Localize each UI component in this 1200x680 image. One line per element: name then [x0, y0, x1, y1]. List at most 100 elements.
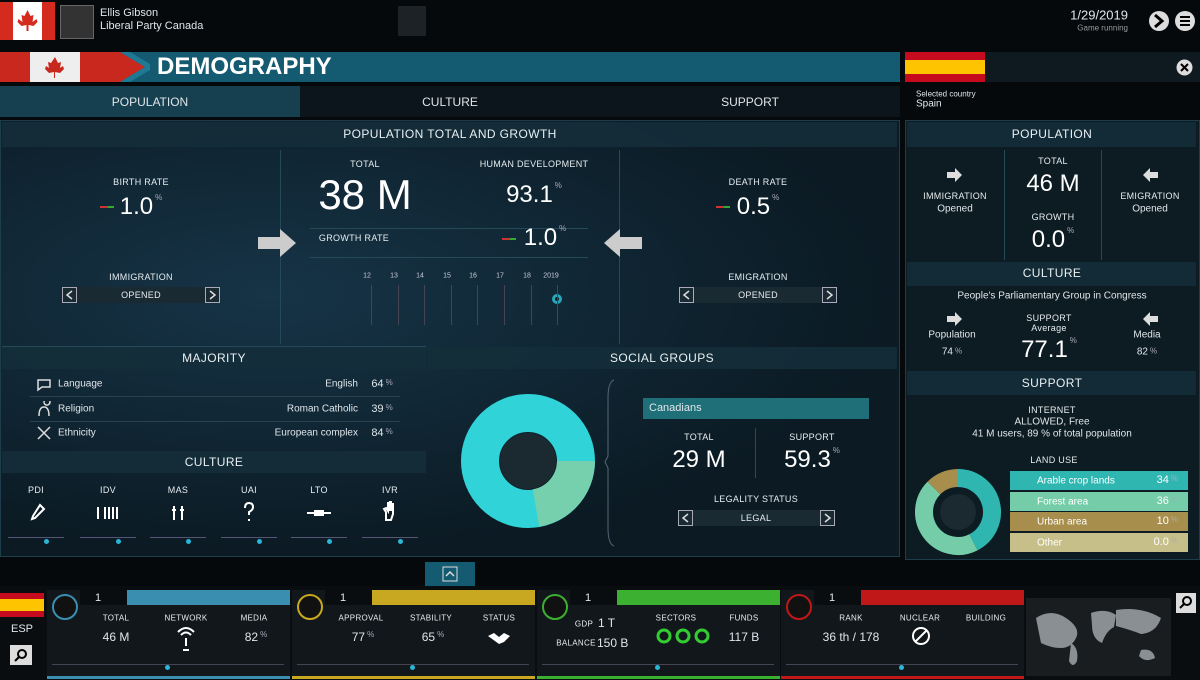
value: 0.5 — [736, 193, 771, 220]
value: 36 th / 178 — [822, 630, 880, 644]
flow-arrows — [258, 229, 642, 257]
value: 84% — [371, 427, 392, 439]
selector-arrow[interactable] — [205, 287, 220, 303]
tab[interactable]: SUPPORT — [721, 95, 779, 109]
section-title: MAJORITY — [182, 351, 246, 365]
growth-row — [310, 228, 588, 258]
arrow-box — [205, 287, 220, 303]
icon — [30, 503, 46, 521]
close-button[interactable] — [1176, 59, 1193, 76]
section-header — [2, 451, 426, 473]
trend-markers — [100, 206, 730, 240]
player-name: Ellis Gibson — [100, 7, 159, 19]
section-title: POPULATION — [1011, 127, 1093, 141]
selector-arrow[interactable] — [822, 287, 837, 303]
land-use-name: Forest area — [1037, 496, 1089, 507]
chat-button[interactable] — [398, 6, 426, 36]
value: 82% — [1137, 347, 1157, 358]
icon — [37, 426, 51, 440]
map-search[interactable] — [1176, 593, 1196, 613]
label: SUPPORT — [1026, 313, 1072, 323]
value: ALLOWED, Free — [1014, 416, 1090, 428]
panel-track — [297, 664, 529, 665]
status-icons — [177, 627, 930, 651]
icon — [37, 379, 51, 392]
arrow — [681, 513, 689, 523]
tab[interactable]: POPULATION — [111, 95, 189, 109]
section-title: POPULATION TOTAL AND GROWTH — [343, 127, 557, 141]
section-title: SOCIAL GROUPS — [609, 351, 715, 365]
dimension-dot — [116, 539, 121, 544]
year-label: 2019 — [543, 272, 559, 280]
selector-arrow[interactable] — [678, 510, 693, 526]
row-name: Language — [58, 378, 103, 390]
icon-circle — [786, 594, 812, 620]
value: 1.0% — [524, 224, 567, 252]
selector-arrow[interactable] — [62, 287, 77, 303]
header-flag — [0, 52, 150, 82]
avatar[interactable] — [60, 5, 94, 39]
label: TOTAL — [102, 613, 130, 623]
unit: % — [155, 193, 163, 202]
icon-circle — [52, 594, 78, 620]
label: LEGALITY STATUS — [713, 494, 799, 504]
value: 93.1% — [506, 181, 562, 209]
sector-icon — [694, 628, 710, 644]
panel-icon[interactable] — [785, 593, 813, 621]
label: TOTAL — [684, 432, 714, 442]
row-name: Religion — [58, 403, 95, 414]
value: 39% — [371, 403, 392, 415]
center-box — [1004, 150, 1102, 260]
value: 1 T — [598, 616, 616, 630]
selector-arrow[interactable] — [820, 510, 835, 526]
panel-level: 1 — [584, 592, 592, 604]
arrow-box — [822, 287, 837, 303]
unit: % — [832, 446, 840, 455]
icon-circle — [297, 594, 323, 620]
panel-icon[interactable] — [51, 593, 79, 621]
unit: % — [1069, 336, 1077, 345]
label: BALANCE — [556, 638, 596, 648]
land-use-name: Other — [1037, 537, 1063, 548]
value: 93.1 — [506, 181, 553, 208]
value: Opened — [937, 203, 973, 215]
top-buttons[interactable] — [1148, 10, 1196, 32]
year-label: 16 — [469, 272, 477, 280]
tab[interactable]: CULTURE — [422, 95, 478, 109]
selector-arrow[interactable] — [679, 287, 694, 303]
panel-dot — [899, 665, 904, 670]
unit: % — [1067, 226, 1075, 235]
unit: % — [385, 378, 393, 387]
world-map[interactable] — [1026, 598, 1171, 676]
value: 39 — [371, 402, 384, 415]
label: EMIGRATION — [1120, 191, 1180, 201]
panel-bar — [861, 590, 1024, 605]
spain-flag — [0, 593, 44, 617]
value: 46 M — [1026, 170, 1080, 197]
panel-icon[interactable] — [541, 593, 569, 621]
arrow — [682, 290, 690, 300]
land-use-row — [1010, 532, 1188, 552]
section-title: CULTURE — [1022, 266, 1082, 280]
panel-dot — [655, 665, 660, 670]
land-use-value: 34% — [1157, 474, 1178, 486]
selected-label: Selected country — [916, 89, 976, 99]
label: RANK — [839, 613, 863, 623]
canada-flag — [0, 2, 55, 40]
panel-icon[interactable] — [296, 593, 324, 621]
unit: % — [260, 630, 268, 639]
row-name: Ethnicity — [58, 427, 96, 439]
arrow-box — [820, 510, 835, 526]
icon-circle — [542, 594, 568, 620]
value: 150 B — [597, 636, 629, 650]
search-button[interactable] — [10, 645, 32, 665]
group-bar[interactable] — [643, 398, 869, 419]
value: 41 M users, 89 % of total population — [972, 428, 1132, 440]
land-use-row — [1010, 491, 1188, 511]
arrow-box — [679, 287, 694, 303]
section-header — [907, 122, 1196, 147]
panel-level: 1 — [94, 592, 102, 604]
row-value: European complex — [274, 427, 358, 439]
year-label: 12 — [363, 272, 371, 280]
expand-button[interactable] — [425, 562, 475, 586]
